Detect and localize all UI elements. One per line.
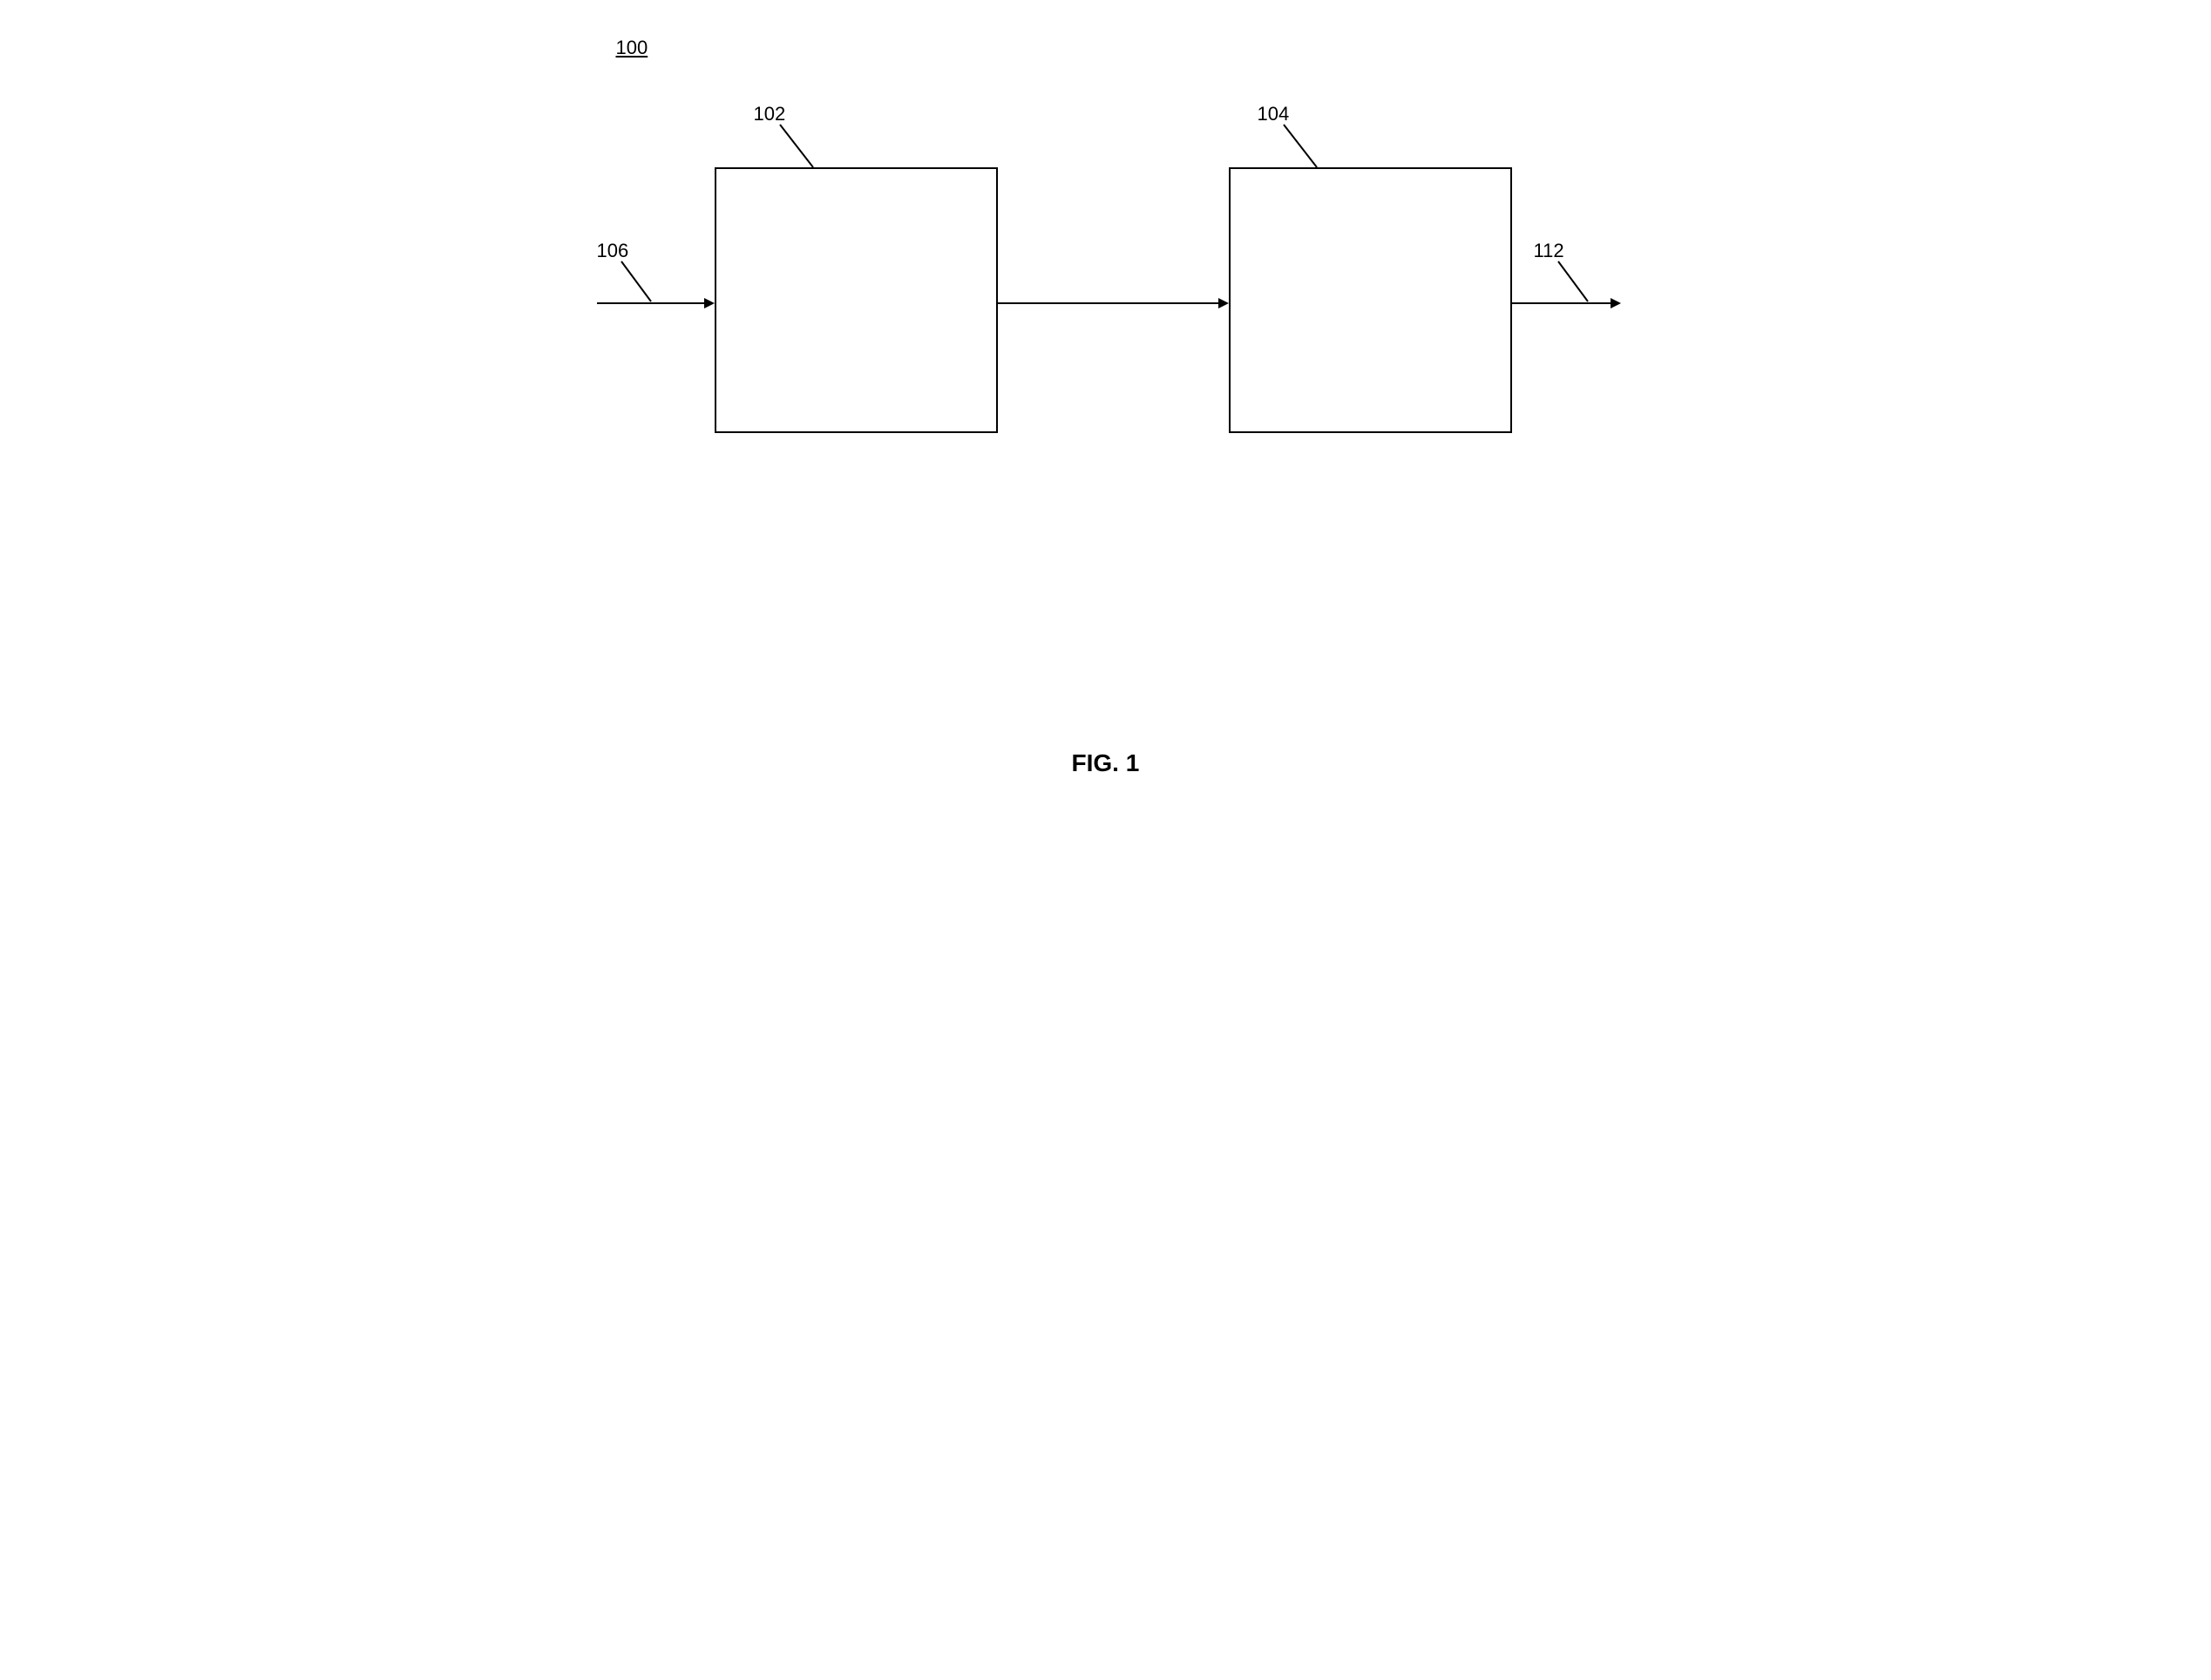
figure-caption: FIG. 1 [1072, 749, 1140, 777]
arrow-106-head [704, 298, 715, 308]
arrow-112-line [1512, 302, 1612, 304]
block-102 [715, 167, 998, 433]
arrow-middle-head [1218, 298, 1229, 308]
arrow-106-line [597, 302, 706, 304]
arrow-106-label: 106 [597, 240, 629, 262]
arrow-112-head [1611, 298, 1621, 308]
arrow-middle-line [998, 302, 1220, 304]
block-104 [1229, 167, 1512, 433]
arrow-112-label: 112 [1534, 240, 1564, 262]
block-102-label: 102 [754, 103, 786, 125]
diagram-canvas: 100 102 104 106 112 FIG. 1 [553, 0, 1658, 840]
block-104-label: 104 [1258, 103, 1290, 125]
figure-number-label: 100 [616, 37, 648, 59]
